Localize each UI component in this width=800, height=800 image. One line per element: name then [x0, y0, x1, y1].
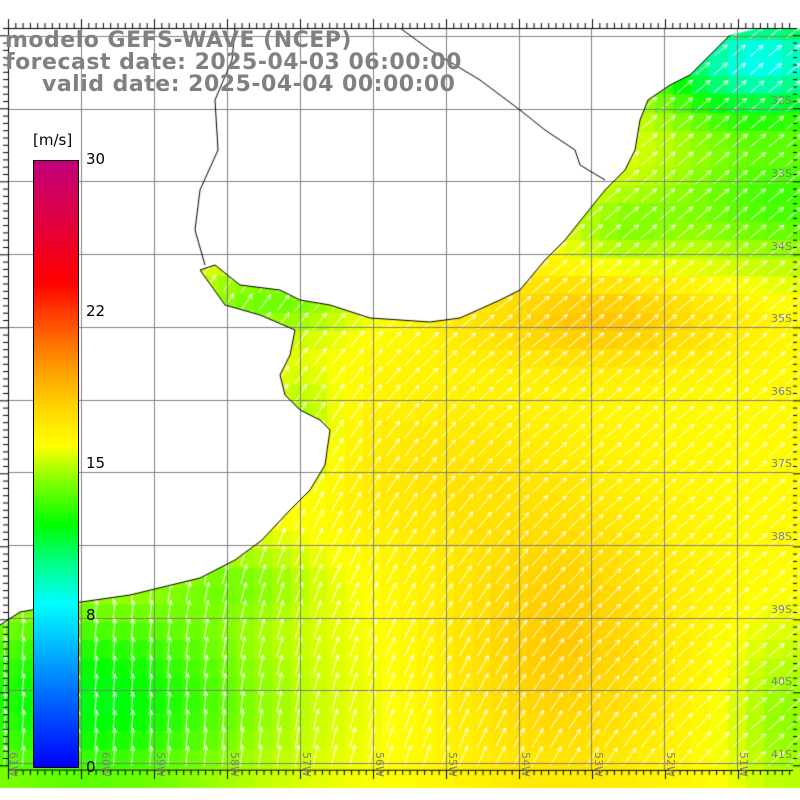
colorbar-unit: [m/s] [33, 131, 73, 149]
lon-label: 51W [737, 752, 750, 777]
lat-label: 34S [771, 240, 792, 253]
colorbar-label-22: 22 [86, 302, 106, 320]
lon-label: 58W [228, 752, 241, 777]
lon-label: 57W [300, 752, 313, 777]
colorbar-label-30: 30 [86, 150, 106, 168]
lat-label: 36S [771, 385, 792, 398]
lon-label: 56W [373, 752, 386, 777]
lat-label: 38S [771, 530, 792, 543]
colorbar-label-15: 15 [86, 454, 106, 472]
lon-label: 52W [664, 752, 677, 777]
lat-label: 33S [771, 167, 792, 180]
lat-label: 39S [771, 603, 792, 616]
forecast-date: forecast date: 2025-04-03 06:00:00 [5, 50, 462, 75]
lat-label: 41S [771, 748, 792, 761]
lat-label: 35S [771, 312, 792, 325]
lat-label: 37S [771, 457, 792, 470]
model-title: modelo GEFS-WAVE (NCEP) [5, 28, 352, 53]
lat-label: 32S [771, 94, 792, 107]
lon-label: 59W [154, 752, 167, 777]
colorbar-label-0: 0 [86, 758, 96, 776]
lon-label: 53W [592, 752, 605, 777]
lat-label: 40S [771, 675, 792, 688]
colorbar-label-8: 8 [86, 606, 96, 624]
colorbar [33, 160, 79, 768]
lon-label: 54W [519, 752, 532, 777]
lon-label: 60W [99, 752, 112, 777]
lon-label: 61W [7, 752, 20, 777]
lon-label: 55W [446, 752, 459, 777]
valid-date: valid date: 2025-04-04 00:00:00 [42, 72, 456, 97]
